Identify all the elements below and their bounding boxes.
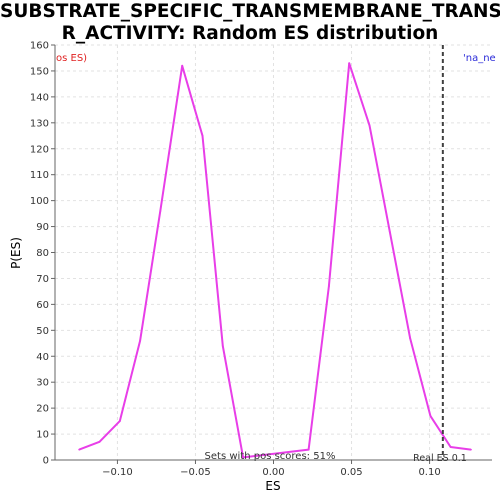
y-axis-label: P(ES): [9, 237, 23, 269]
data-point: [242, 456, 244, 459]
es-distribution-line: [78, 62, 472, 459]
data-point: [429, 415, 432, 417]
right-corner-annotation: 'na_ne: [463, 53, 496, 64]
y-tick-label: 130: [30, 118, 49, 129]
y-tick-label: 50: [36, 326, 49, 337]
y-tick-label: 20: [36, 404, 49, 415]
x-tick-label: −0.05: [180, 467, 211, 478]
x-tick-label: 0.00: [262, 467, 284, 478]
y-tick-label: 140: [30, 92, 49, 103]
y-tick-label: 100: [30, 196, 49, 207]
y-tick-label: 120: [30, 144, 49, 155]
chart-title-line-2: R_ACTIVITY: Random ES distribution: [61, 23, 439, 44]
data-point: [409, 337, 411, 339]
y-tick-label: 150: [30, 66, 49, 77]
data-point: [159, 210, 162, 212]
series-layer: [78, 45, 472, 460]
data-point: [118, 420, 121, 422]
data-point: [328, 285, 330, 288]
data-point: [388, 230, 391, 233]
y-tick-label: 160: [30, 41, 49, 52]
left-corner-annotation: os ES): [56, 53, 87, 64]
y-tick-label: 70: [36, 274, 49, 285]
ticks: 0 10 20 30 40 50 60 70 80 90 100 110 120 130 140 150 160…: [30, 41, 441, 479]
y-tick-label: 0: [43, 456, 49, 467]
data-point: [181, 64, 184, 67]
chart-title-line-1: SUBSTRATE_SPECIFIC_TRANSMEMBRANE_TRANSPO…: [0, 1, 500, 22]
real-es-label: Real ES 0.1: [413, 453, 467, 464]
data-point: [98, 440, 101, 443]
data-point: [449, 446, 452, 448]
y-tick-label: 10: [36, 430, 49, 441]
data-point: [470, 448, 472, 451]
x-axis-label: ES: [265, 479, 280, 493]
y-tick-label: 30: [36, 378, 49, 389]
y-tick-label: 40: [36, 352, 49, 363]
pos-scores-annotation: Sets with pos scores: 51%: [205, 451, 336, 462]
grid: [55, 44, 492, 461]
data-point: [348, 62, 351, 65]
x-tick-label: −0.10: [102, 467, 133, 478]
data-point: [307, 448, 310, 451]
x-tick-label: 0.05: [340, 467, 362, 478]
data-point: [139, 339, 141, 342]
data-point: [221, 344, 224, 347]
y-tick-label: 110: [30, 170, 49, 181]
data-point: [368, 124, 371, 127]
y-tick-label: 80: [36, 248, 49, 259]
y-tick-label: 90: [36, 222, 49, 233]
y-tick-label: 60: [36, 300, 49, 311]
x-tick-label: 0.10: [418, 467, 440, 478]
data-point: [78, 448, 81, 451]
data-point: [201, 134, 204, 137]
